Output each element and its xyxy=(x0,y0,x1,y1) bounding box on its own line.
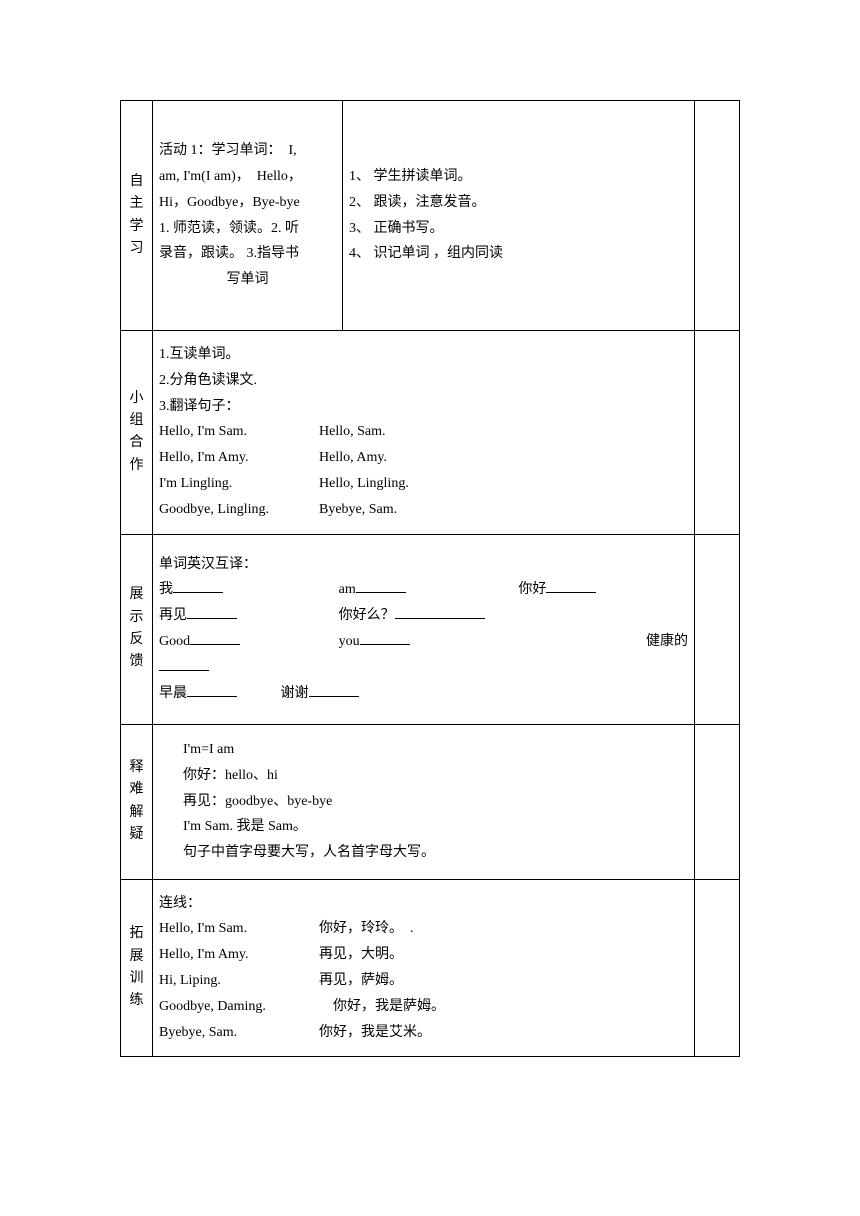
text-line: 再见：goodbye、bye-bye xyxy=(159,790,688,814)
pair-line: I'm Lingling. Hello, Lingling. xyxy=(159,472,688,496)
table-row: 自主学习 活动 1：学习单词： I, am, I'm(I am)， Hello，… xyxy=(121,101,740,331)
fill-item: 早晨 xyxy=(159,686,237,701)
row-label: 释难解疑 xyxy=(121,724,153,879)
text-line: 3、 正确书写。 xyxy=(349,217,688,241)
fill-item: 再见 xyxy=(159,604,329,628)
content-cell: I'm=I am 你好：hello、hi 再见：goodbye、bye-bye … xyxy=(153,724,695,879)
pair-line: Hello, I'm Amy. Hello, Amy. xyxy=(159,446,688,470)
fill-item: 你好么？ xyxy=(339,604,509,628)
notes-cell xyxy=(695,534,740,724)
text-line: 1、 学生拼读单词。 xyxy=(349,165,688,189)
fill-item xyxy=(159,656,688,680)
text-line: 1.互读单词。 xyxy=(159,343,688,367)
text-line: am, I'm(I am)， Hello， xyxy=(159,165,336,189)
content-cell-left: 活动 1：学习单词： I, am, I'm(I am)， Hello， Hi，G… xyxy=(153,101,343,331)
text-line: Hi，Goodbye，Bye-bye xyxy=(159,191,336,215)
notes-cell xyxy=(695,724,740,879)
pair-left: Hello, I'm Amy. xyxy=(159,446,319,470)
pair-left: I'm Lingling. xyxy=(159,472,319,496)
row-label: 小组合作 xyxy=(121,331,153,535)
text-line: 2.分角色读课文. xyxy=(159,369,688,393)
fill-item: you xyxy=(339,630,509,654)
pair-right: 你好，我是萨姆。 xyxy=(319,995,688,1019)
pair-left: Goodbye, Daming. xyxy=(159,995,319,1019)
pair-left: Hello, I'm Amy. xyxy=(159,943,319,967)
text-line: 4、 识记单词 ，组内同读 xyxy=(349,242,688,266)
fill-item: 你好 xyxy=(518,578,688,602)
text-line: 3.翻译句子： xyxy=(159,395,688,419)
fill-item: 健康的 xyxy=(518,630,688,654)
pair-line: Hi, Liping. 再见，萨姆。 xyxy=(159,969,688,993)
pair-left: Byebye, Sam. xyxy=(159,1021,319,1045)
pair-left: Hello, I'm Sam. xyxy=(159,420,319,444)
fill-item: Good xyxy=(159,630,329,654)
lesson-plan-table: 自主学习 活动 1：学习单词： I, am, I'm(I am)， Hello，… xyxy=(120,100,740,1057)
text-line: 录音，跟读。 3.指导书 xyxy=(159,242,336,266)
text-line: I'm=I am xyxy=(159,738,688,762)
content-cell: 单词英汉互译： 我 am 你好 再见 你好么？ Good you 健康的 早晨 … xyxy=(153,534,695,724)
text-line: 你好：hello、hi xyxy=(159,764,688,788)
content-cell: 1.互读单词。 2.分角色读课文. 3.翻译句子： Hello, I'm Sam… xyxy=(153,331,695,535)
pair-right: 你好，玲玲。 . xyxy=(319,917,688,941)
pair-line: Hello, I'm Sam. Hello, Sam. xyxy=(159,420,688,444)
fill-line: Good you 健康的 xyxy=(159,630,688,654)
table-row: 小组合作 1.互读单词。 2.分角色读课文. 3.翻译句子： Hello, I'… xyxy=(121,331,740,535)
pair-left: Hi, Liping. xyxy=(159,969,319,993)
table-row: 拓展训练 连线： Hello, I'm Sam. 你好，玲玲。 . Hello,… xyxy=(121,879,740,1057)
fill-line: 早晨 谢谢 xyxy=(159,682,688,706)
text-line: I'm Sam. 我是 Sam。 xyxy=(159,815,688,839)
pair-line: Goodbye, Lingling. Byebye, Sam. xyxy=(159,498,688,522)
text-line: 2、 跟读，注意发音。 xyxy=(349,191,688,215)
pair-left: Goodbye, Lingling. xyxy=(159,498,319,522)
pair-right: 再见，大明。 xyxy=(319,943,688,967)
fill-item xyxy=(518,604,688,628)
content-cell: 连线： Hello, I'm Sam. 你好，玲玲。 . Hello, I'm … xyxy=(153,879,695,1057)
row-label: 自主学习 xyxy=(121,101,153,331)
pair-right: Hello, Amy. xyxy=(319,446,688,470)
notes-cell xyxy=(695,101,740,331)
pair-left: Hello, I'm Sam. xyxy=(159,917,319,941)
text-line: 1. 师范读，领读。2. 听 xyxy=(159,217,336,241)
pair-line: Goodbye, Daming. 你好，我是萨姆。 xyxy=(159,995,688,1019)
pair-right: 再见，萨姆。 xyxy=(319,969,688,993)
row-label: 拓展训练 xyxy=(121,879,153,1057)
pair-line: Hello, I'm Amy. 再见，大明。 xyxy=(159,943,688,967)
fill-item: 我 xyxy=(159,578,329,602)
notes-cell xyxy=(695,331,740,535)
text-line: 句子中首字母要大写，人名首字母大写。 xyxy=(159,841,688,865)
pair-right: Byebye, Sam. xyxy=(319,498,688,522)
fill-line: 我 am 你好 xyxy=(159,578,688,602)
fill-item: 谢谢 xyxy=(281,686,359,701)
text-line: 单词英汉互译： xyxy=(159,553,688,577)
pair-right: 你好，我是艾米。 xyxy=(319,1021,688,1045)
row-label: 展示反馈 xyxy=(121,534,153,724)
text-line: 活动 1：学习单词： I, xyxy=(159,139,336,163)
table-row: 释难解疑 I'm=I am 你好：hello、hi 再见：goodbye、bye… xyxy=(121,724,740,879)
content-cell-right: 1、 学生拼读单词。 2、 跟读，注意发音。 3、 正确书写。 4、 识记单词 … xyxy=(343,101,695,331)
pair-right: Hello, Sam. xyxy=(319,420,688,444)
fill-line: 再见 你好么？ xyxy=(159,604,688,628)
table-row: 展示反馈 单词英汉互译： 我 am 你好 再见 你好么？ Good you 健康… xyxy=(121,534,740,724)
text-line: 连线： xyxy=(159,892,688,916)
text-line: 写单词 xyxy=(159,268,336,292)
notes-cell xyxy=(695,879,740,1057)
pair-line: Hello, I'm Sam. 你好，玲玲。 . xyxy=(159,917,688,941)
fill-item: am xyxy=(339,578,509,602)
pair-line: Byebye, Sam. 你好，我是艾米。 xyxy=(159,1021,688,1045)
pair-right: Hello, Lingling. xyxy=(319,472,688,496)
